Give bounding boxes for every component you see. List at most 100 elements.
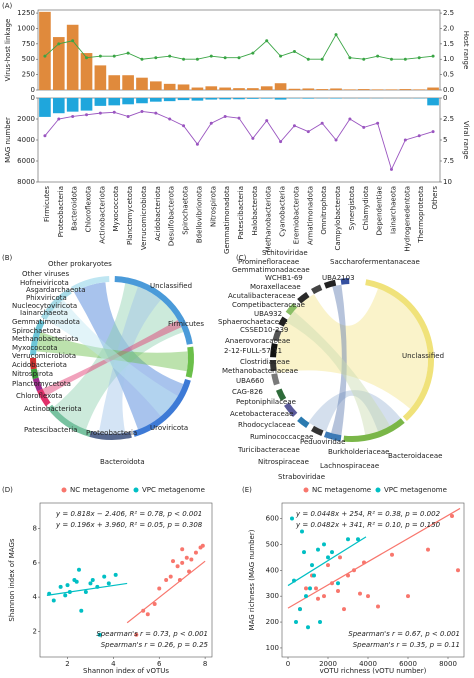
series-point	[389, 57, 393, 61]
chord-ribbon	[331, 284, 347, 436]
scatter-point	[290, 516, 294, 521]
scatter-point	[76, 567, 81, 572]
scatter-point	[164, 578, 169, 582]
bar	[274, 83, 287, 90]
scatter-point	[390, 552, 394, 557]
x-tick-label: Desulfobacterota	[168, 186, 176, 246]
scatter-point	[141, 608, 146, 613]
scatter-point	[366, 594, 370, 599]
fit-line	[287, 507, 461, 609]
chord-label: Straboviridae	[278, 473, 325, 481]
scatter-point	[342, 607, 346, 612]
bar	[108, 75, 121, 90]
bar	[205, 86, 218, 90]
chord-sector	[297, 292, 310, 304]
series-point	[362, 125, 366, 129]
series-point	[320, 121, 324, 125]
chord-label: Clostridiaceae	[240, 358, 290, 366]
chord-label: Iainarchaeota	[20, 309, 68, 317]
y2-axis-title: Host range	[462, 31, 470, 70]
annotation: Spearman's r = 0.26, p = 0.25	[101, 641, 209, 649]
bar	[288, 88, 301, 90]
y-tick-label: 600	[266, 515, 279, 523]
series-point	[376, 54, 380, 58]
y2-axis-title: Viral range	[462, 121, 470, 159]
x-tick-label: Bdellovibrionota	[195, 186, 203, 243]
chord-sector	[47, 404, 92, 437]
x-tick-label: Cyanobacteria	[279, 186, 287, 237]
scatter-point	[346, 537, 350, 542]
x-tick-label: Campylobacterota	[334, 186, 342, 250]
series-point	[417, 56, 421, 60]
y-tick-label: 4	[33, 593, 38, 601]
x-tick-label: Acidobacteriota	[154, 186, 162, 241]
series-point	[85, 113, 89, 117]
chord-sector	[285, 303, 298, 316]
series-point	[292, 124, 296, 128]
fit-line	[46, 582, 128, 596]
x-tick-label: 2	[65, 660, 69, 668]
y-axis-title: Shannon index of MAGs	[8, 538, 16, 621]
chord-sector	[323, 431, 342, 442]
chord-label: WCHB1-69	[265, 274, 303, 282]
scatter-point	[326, 555, 330, 560]
bar	[357, 89, 370, 90]
series-point	[154, 111, 158, 115]
scatter-point	[95, 584, 100, 589]
panel-label: (D)	[2, 486, 13, 494]
fit-line	[126, 560, 206, 624]
chord-label: Saccharofermentanaceae	[330, 258, 420, 266]
scatter-point	[134, 632, 139, 637]
x-tick-label: 0	[286, 660, 290, 668]
y-axis-title: Virus-host linkage	[4, 19, 12, 82]
x-tick-label: 4000	[359, 660, 377, 668]
bar	[399, 89, 412, 90]
bar	[302, 98, 315, 99]
bar	[427, 87, 439, 90]
chord-sector	[30, 358, 37, 370]
scatter-point	[338, 555, 342, 560]
bar	[163, 98, 176, 102]
series-point	[403, 57, 407, 61]
y2-tick-label: 1.0	[443, 55, 454, 63]
scatter-point	[83, 589, 88, 594]
chord-label: UBA932	[254, 310, 282, 318]
series-point	[348, 56, 352, 60]
scatter-point	[308, 586, 312, 591]
series-point	[57, 117, 61, 121]
chord-sector	[30, 368, 39, 380]
scatter-point	[67, 589, 72, 594]
bar	[136, 77, 148, 90]
series-point	[126, 114, 130, 118]
x-tick-label: 6000	[399, 660, 417, 668]
y2-tick-label: 7.5	[443, 157, 454, 165]
series-point	[85, 56, 89, 60]
x-tick-label: 2000	[319, 660, 337, 668]
series-point	[431, 54, 435, 58]
bar	[80, 98, 93, 111]
bar	[330, 88, 342, 90]
x-tick-label: Others	[431, 186, 439, 210]
scatter-point	[88, 581, 93, 586]
scatter-point	[171, 559, 176, 564]
series-point	[112, 110, 116, 114]
series-point	[168, 54, 172, 58]
bar	[108, 98, 121, 106]
chord-sector	[185, 346, 194, 378]
y-tick-label: 1250	[17, 9, 35, 17]
x-tick-label: Verrucomicrobiota	[140, 186, 148, 250]
plot-frame	[37, 97, 441, 183]
chord-label: Anaerovoracaceae	[225, 337, 290, 345]
series-point	[251, 136, 255, 140]
scatter-point	[189, 557, 194, 562]
x-tick-label: Synergistota	[348, 186, 356, 230]
bar	[260, 86, 273, 90]
chord-sector	[275, 388, 287, 401]
series-point	[195, 57, 199, 61]
y2-tick-label: 2.5	[443, 115, 454, 123]
y2-tick-label: 1.5	[443, 40, 454, 48]
scatter-point	[314, 586, 318, 591]
chord-label: Unclassified	[150, 282, 192, 290]
chord-label: Gemmatimonadota	[12, 318, 80, 326]
bar	[150, 98, 162, 102]
